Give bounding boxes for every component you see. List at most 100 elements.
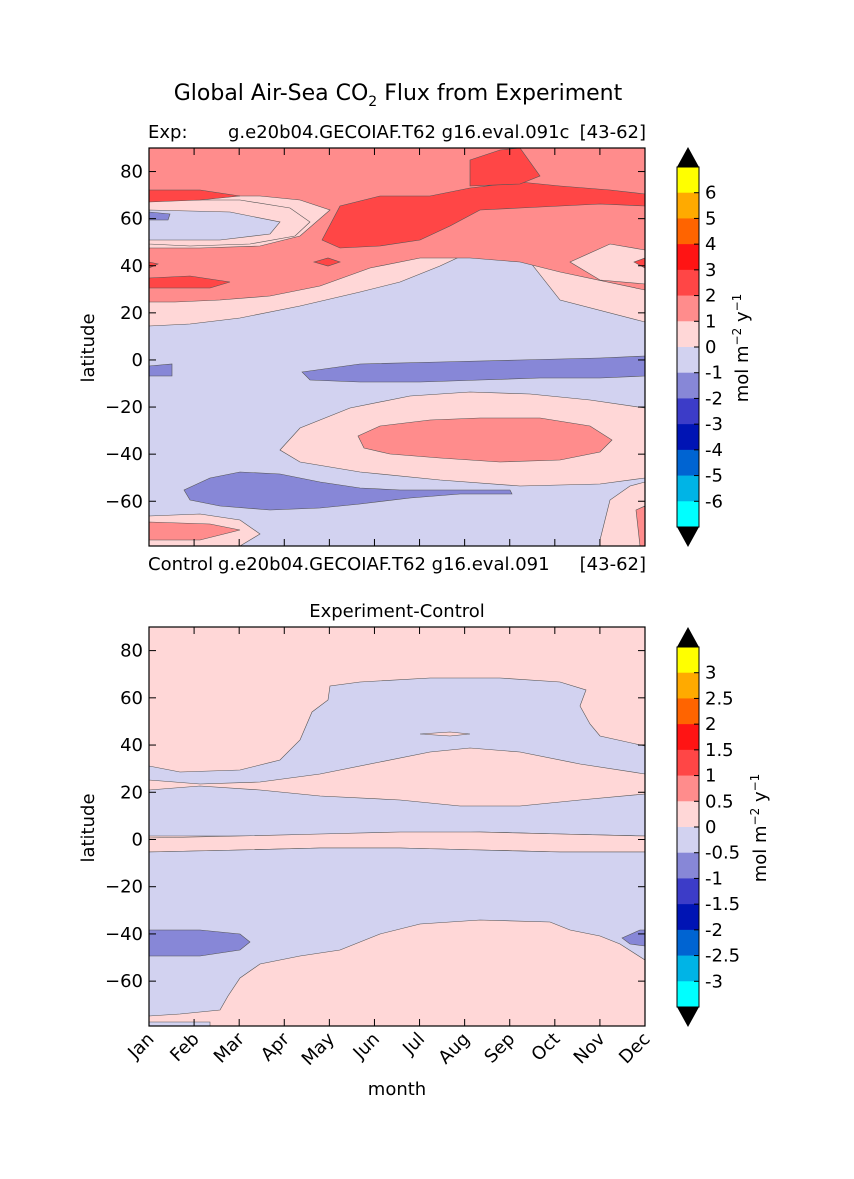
x-tick-label: Aug — [434, 1029, 474, 1069]
colorbar-tick-label: 1 — [705, 766, 716, 787]
colorbar-tick-label: 6 — [705, 183, 716, 204]
colorbar-swatch — [677, 475, 699, 502]
top-region-neg2-60n — [149, 211, 171, 221]
colorbar-tick-label: 1 — [705, 311, 716, 332]
top-region-pos1-polar-east — [599, 481, 645, 546]
bottom-title-left: Control — [148, 554, 213, 575]
colorbar-tick-label: 3 — [705, 260, 716, 281]
colorbar-swatch — [677, 218, 699, 245]
colorbar-tick-label: 3 — [705, 663, 716, 684]
x-tick-label: Apr — [257, 1028, 294, 1065]
top-region-pos3-35n — [149, 275, 231, 289]
y-tick-label: −20 — [105, 397, 143, 418]
x-tick-label: Mar — [210, 1028, 249, 1067]
y-tick-label: 0 — [132, 350, 143, 371]
colorbar-tick-label: -2 — [705, 388, 723, 409]
x-tick-label: Feb — [166, 1029, 203, 1066]
colorbar-tick-label: 1.5 — [705, 740, 734, 761]
colorbar-swatch — [677, 775, 699, 802]
bottom-plot-frame — [148, 626, 646, 1027]
bottom-region-neg1-south — [149, 847, 645, 1017]
colorbar-swatch — [677, 372, 699, 399]
colorbar-swatch — [677, 321, 699, 348]
colorbar-tick-label: 2 — [705, 714, 716, 735]
x-tick-label: May — [298, 1028, 339, 1069]
bottom-region-neg2-south — [149, 929, 251, 957]
top-contour-plot — [148, 147, 646, 547]
colorbar-swatch — [677, 244, 699, 271]
colorbar-extend-max — [677, 627, 699, 647]
top-region-neg2-south — [183, 471, 513, 511]
colorbar-tick-label: 2 — [705, 286, 716, 307]
y-tick-label: 80 — [120, 641, 143, 662]
colorbar-tick-label: -6 — [705, 491, 723, 512]
top-region-pos2-polar-west — [149, 521, 241, 541]
colorbar-swatch — [677, 269, 699, 297]
top-title-left: Exp: — [148, 122, 188, 143]
y-tick-label: 20 — [120, 782, 143, 803]
colorbar-tick-label: -3 — [705, 971, 723, 992]
colorbar-swatch — [677, 724, 699, 751]
colorbar-tick-label: 4 — [705, 234, 716, 255]
y-tick-label: −60 — [105, 491, 143, 512]
colorbar-tick-label: 2.5 — [705, 688, 734, 709]
colorbar-swatch — [677, 347, 699, 374]
colorbar-swatch — [677, 981, 699, 1008]
bottom-y-label: latitude — [78, 793, 99, 862]
top-region-pos3-westedge — [149, 189, 241, 203]
bottom-title-right: [43-62] — [580, 554, 646, 575]
y-tick-label: 20 — [120, 303, 143, 324]
colorbar-swatch — [677, 955, 699, 982]
top-title-center: g.e20b04.GECOIAF.T62 g16.eval.091c — [228, 122, 569, 143]
top-region-neg2-equator — [301, 355, 645, 383]
colorbar-tick-label: -3 — [705, 414, 723, 435]
colorbar-swatch — [677, 878, 699, 905]
x-tick-label: Jan — [123, 1029, 158, 1064]
top-region-pos3-arctic — [469, 148, 541, 187]
y-tick-label: 60 — [120, 209, 143, 230]
bottom-x-label: month — [368, 1079, 426, 1100]
colorbar-swatch — [677, 904, 699, 931]
colorbar-extend-max — [677, 147, 699, 167]
top-colorbar-label: mol m−2 y−1 — [730, 294, 753, 403]
colorbar-swatch — [677, 501, 699, 528]
top-region-neg2-equator-west — [149, 363, 173, 377]
bottom-contour-plot — [148, 626, 646, 1027]
colorbar-tick-label: -2.5 — [705, 946, 740, 967]
y-tick-label: 80 — [120, 162, 143, 183]
x-tick-label: Jun — [349, 1029, 384, 1064]
y-tick-label: −20 — [105, 877, 143, 898]
colorbar-tick-label: -1.5 — [705, 894, 740, 915]
bottom-y-axis: 80 60 40 20 0 −20 −40 −60 — [105, 641, 645, 992]
top-region-pos2-south — [357, 417, 613, 463]
top-colorbar: 6 5 4 3 2 1 0 -1 -2 -3 -4 -5 -6 — [676, 147, 723, 547]
colorbar-swatch — [677, 852, 699, 879]
top-region-neg1-60n — [149, 209, 281, 241]
top-region-pos2-polar-east — [635, 505, 645, 546]
colorbar-extend-min — [677, 527, 699, 547]
colorbar-tick-label: -1 — [705, 363, 723, 384]
colorbar-swatch — [677, 192, 699, 219]
y-tick-label: −60 — [105, 971, 143, 992]
colorbar-extend-min — [677, 1007, 699, 1027]
colorbar-swatch — [677, 749, 699, 777]
bottom-region-pos1-45n — [419, 731, 471, 737]
top-y-axis: 80 60 40 20 0 −20 −40 −60 — [105, 148, 646, 546]
colorbar-swatch — [677, 424, 699, 451]
colorbar-tick-label: -4 — [705, 440, 723, 461]
top-plot-frame — [148, 147, 646, 547]
y-tick-label: 60 — [120, 688, 143, 709]
top-region-pos3-40n-dot — [312, 257, 341, 267]
colorbar-tick-label: 0 — [705, 337, 716, 358]
bottom-region-neg1-polar — [149, 1021, 211, 1026]
bottom-colorbar-label: mol m−2 y−1 — [748, 774, 771, 883]
bottom-subtitle: Experiment-Control — [309, 601, 485, 622]
colorbar-swatch — [677, 647, 699, 674]
colorbar-tick-label: -1 — [705, 868, 723, 889]
colorbar-swatch — [677, 801, 699, 828]
y-tick-label: −40 — [105, 444, 143, 465]
colorbar-tick-label: -0.5 — [705, 843, 740, 864]
colorbar-swatch — [677, 398, 699, 425]
colorbar-swatch — [677, 167, 699, 194]
